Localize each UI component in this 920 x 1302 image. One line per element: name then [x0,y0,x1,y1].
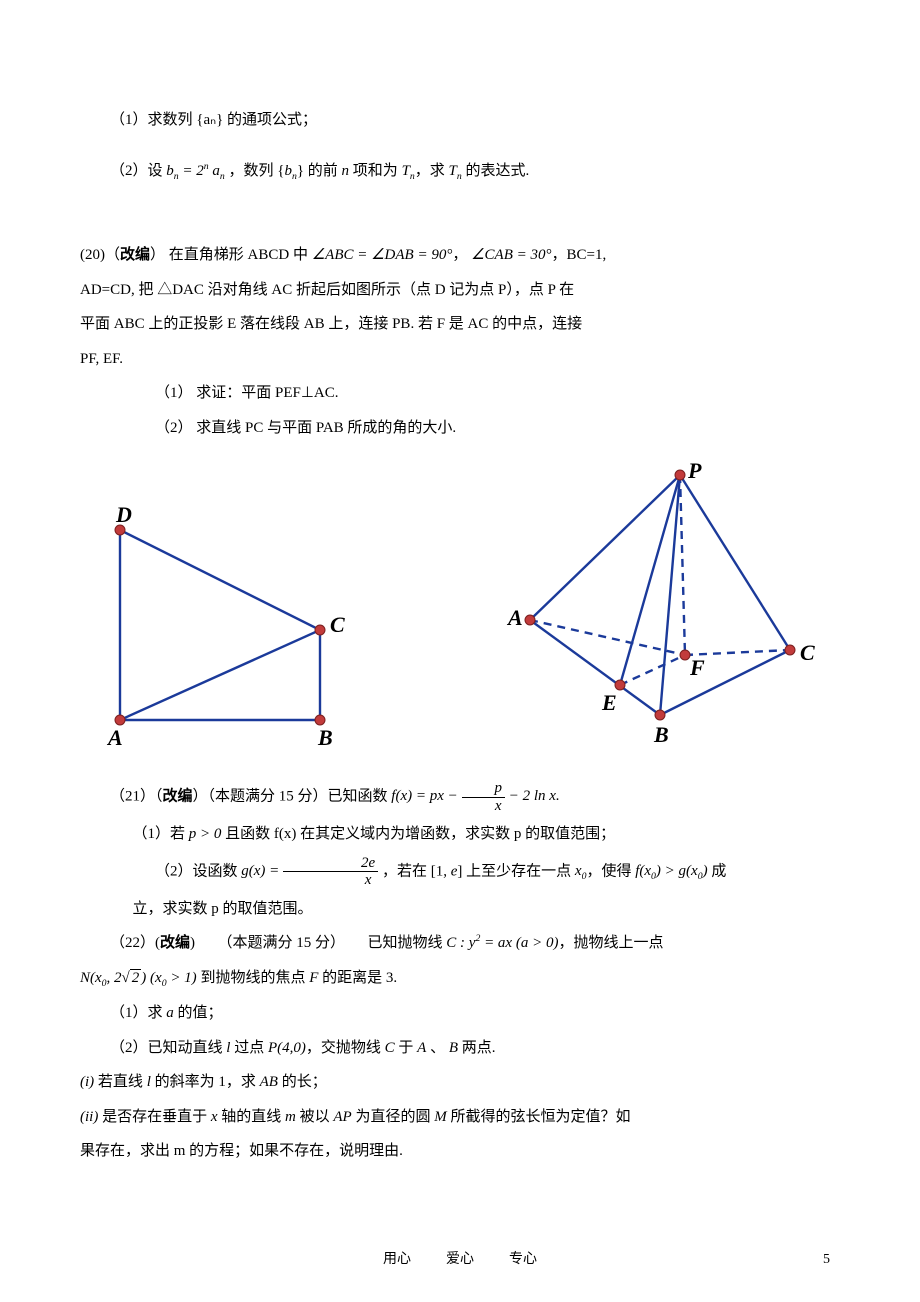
p21-hd: （21）（ [110,788,163,804]
p20-head2: ） 在直角梯形 ABCD 中 [150,247,312,263]
p21-head: （21）（改编）（本题满分 15 分）已知函数 f(x) = px − px −… [80,780,840,814]
p22-l2: N(x0, 22) (x0 > 1) 到抛物线的焦点 F 的距离是 3. [80,964,840,994]
p22-s2: （2）已知动直线 l 过点 P(4,0)，交抛物线 C 于 A 、 B 两点. [80,1034,840,1063]
p19-part1: （1）求数列 {aₙ} 的通项公式； [80,106,840,135]
label-P: P [687,460,702,483]
footer-page-number: 5 [823,1247,830,1274]
p20-line2: AD=CD, 把 △DAC 沿对角线 AC 折起后如图所示（点 D 记为点 P）… [80,276,840,305]
p21-s1b: p > 0 [189,826,222,842]
p20-bold: 改编 [120,247,150,263]
p20-sub1: （1） 求证：平面 PEF⊥AC. [80,379,840,408]
p21-s1a: （1）若 [133,826,189,842]
p20-line4: PF, EF. [80,345,840,374]
p22-sii-a: (ii) 是否存在垂直于 x 轴的直线 m 被以 AP 为直径的圆 M 所截得的… [80,1103,840,1132]
label-B: B [317,725,333,750]
label-C: C [330,612,345,637]
p20-line3: 平面 ABC 上的正投影 E 落在线段 AB 上，连接 PB. 若 F 是 AC… [80,310,840,339]
p20-head: (20)（ [80,247,120,263]
footer-right: 专心 [509,1252,537,1267]
label-F: F [689,655,705,680]
label-C2: C [800,640,815,665]
label-A2: A [506,605,523,630]
p19-part2: （2）设 bn = 2n an ，数列 {bn} 的前 n 项和为 Tn，求 T… [80,157,840,187]
p21-s2-line2: 立，求实数 p 的取值范围。 [80,895,840,924]
p21-s2b: ，若在 [1, e] 上至少存在一点 x0，使得 f(x0) > g(x0) 成 [382,863,726,879]
label-A: A [106,725,123,750]
page: （1）求数列 {aₙ} 的通项公式； （2）设 bn = 2n an ，数列 {… [0,0,920,1302]
p21-geq: g(x) = 2ex [241,863,378,879]
p20-tail: ，BC=1, [552,247,607,263]
p20-comma: ， [452,247,467,263]
figures-row: D C A B [80,460,840,760]
p20-eq2: ∠CAB = 30° [471,247,551,263]
p21-bold: 改编 [163,788,193,804]
p20-sub2: （2） 求直线 PC 与平面 PAB 所成的角的大小. [80,414,840,443]
p20-line1: (20)（改编） 在直角梯形 ABCD 中 ∠ABC = ∠DAB = 90°，… [80,241,840,270]
figure-left-trapezoid: D C A B [80,500,380,760]
p22-bold: 改编 [160,935,190,951]
p22-hd2: ) （本题满分 15 分） 已知抛物线 [190,935,446,951]
p22-l2b: 到抛物线的焦点 F 的距离是 3. [200,970,397,986]
p20-eq1: ∠ABC = ∠DAB = 90° [312,247,453,263]
p22-head: （22）(改编) （本题满分 15 分） 已知抛物线 C : y2 = ax (… [80,929,840,958]
p21-func: f(x) = px − px − 2 ln x. [391,788,559,804]
p19-part2a: （2）设 [110,163,166,179]
figure-right-tetra: P A C B E F [490,460,840,760]
page-footer: 用心 爱心 专心 5 [0,1247,920,1274]
p21-s2-line1: （2）设函数 g(x) = 2ex ，若在 [1, e] 上至少存在一点 x0，… [80,855,840,889]
label-E: E [601,690,617,715]
label-D: D [115,502,132,527]
p21-s2a: （2）设函数 [155,863,241,879]
p22-hd: （22）( [110,935,160,951]
p22-ceq: C : y2 = ax (a > 0) [446,935,558,951]
p21-s1c: 且函数 f(x) 在其定义域内为增函数，求实数 p 的取值范围； [221,826,615,842]
p21-s1: （1）若 p > 0 且函数 f(x) 在其定义域内为增函数，求实数 p 的取值… [80,820,840,849]
p22-sii-b: 果存在，求出 m 的方程；如果不存在，说明理由. [80,1137,840,1166]
p22-si: (i) 若直线 l 的斜率为 1，求 AB 的长； [80,1068,840,1097]
p22-tail: ，抛物线上一点 [558,935,663,951]
footer-mid: 爱心 [446,1252,474,1267]
p19-part2-eq: bn = 2n an [166,163,225,179]
label-B2: B [653,722,669,747]
p21-hd2: ）（本题满分 15 分）已知函数 [193,788,392,804]
p19-part2-tail: ，数列 {bn} 的前 n 项和为 Tn，求 Tn 的表达式. [229,163,530,179]
p22-N: N(x0, 22) (x0 > 1) [80,970,197,986]
footer-left: 用心 [383,1252,411,1267]
p22-s1: （1）求 a 的值； [80,999,840,1028]
